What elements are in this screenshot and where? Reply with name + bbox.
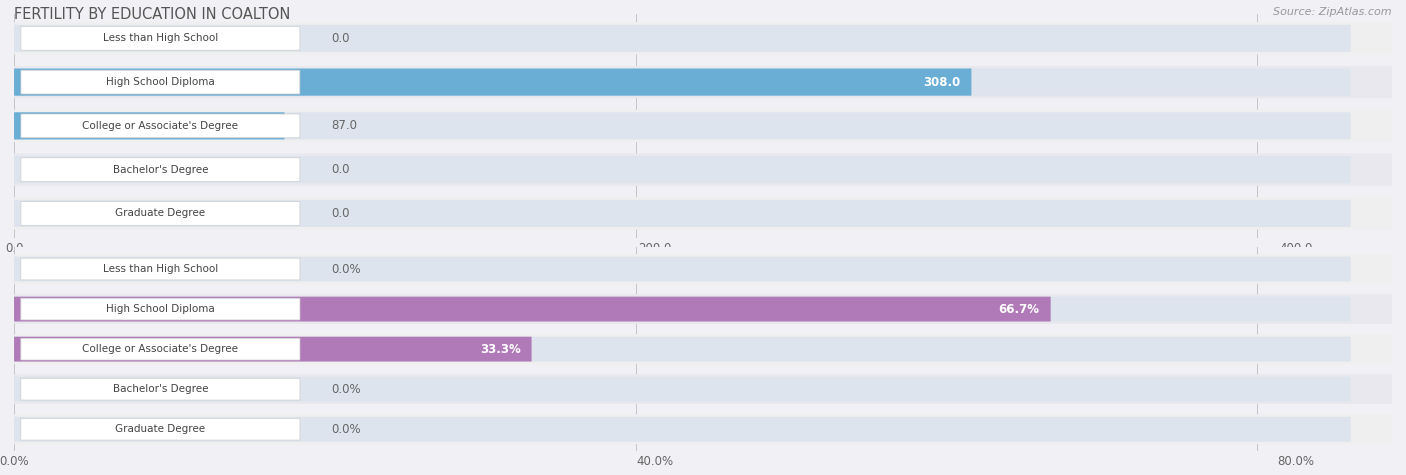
Text: 87.0: 87.0 (330, 119, 357, 133)
Text: Less than High School: Less than High School (103, 264, 218, 274)
FancyBboxPatch shape (21, 298, 299, 320)
FancyBboxPatch shape (14, 256, 1351, 282)
FancyBboxPatch shape (14, 254, 1392, 284)
FancyBboxPatch shape (14, 417, 1351, 442)
Text: 33.3%: 33.3% (479, 342, 520, 356)
Text: Less than High School: Less than High School (103, 33, 218, 43)
Text: 0.0: 0.0 (330, 207, 350, 220)
Text: Source: ZipAtlas.com: Source: ZipAtlas.com (1274, 7, 1392, 17)
FancyBboxPatch shape (21, 158, 299, 181)
Text: FERTILITY BY EDUCATION IN COALTON: FERTILITY BY EDUCATION IN COALTON (14, 7, 291, 22)
Text: 0.0%: 0.0% (330, 383, 360, 396)
Text: Graduate Degree: Graduate Degree (115, 209, 205, 218)
FancyBboxPatch shape (14, 68, 972, 95)
FancyBboxPatch shape (14, 377, 1351, 401)
FancyBboxPatch shape (14, 112, 1351, 140)
FancyBboxPatch shape (14, 297, 1351, 322)
FancyBboxPatch shape (14, 334, 1392, 364)
FancyBboxPatch shape (14, 200, 1351, 227)
FancyBboxPatch shape (14, 25, 1351, 52)
FancyBboxPatch shape (21, 418, 299, 440)
FancyBboxPatch shape (14, 294, 1392, 324)
Text: 0.0: 0.0 (330, 163, 350, 176)
Text: Bachelor's Degree: Bachelor's Degree (112, 384, 208, 394)
Text: Bachelor's Degree: Bachelor's Degree (112, 165, 208, 175)
FancyBboxPatch shape (14, 197, 1392, 229)
Text: College or Associate's Degree: College or Associate's Degree (83, 121, 239, 131)
FancyBboxPatch shape (21, 378, 299, 400)
Text: 308.0: 308.0 (924, 76, 960, 89)
Text: 0.0: 0.0 (330, 32, 350, 45)
FancyBboxPatch shape (14, 156, 1351, 183)
FancyBboxPatch shape (14, 112, 284, 140)
FancyBboxPatch shape (14, 297, 1050, 322)
FancyBboxPatch shape (21, 114, 299, 138)
Text: High School Diploma: High School Diploma (105, 304, 215, 314)
FancyBboxPatch shape (21, 27, 299, 50)
FancyBboxPatch shape (14, 337, 531, 361)
Text: College or Associate's Degree: College or Associate's Degree (83, 344, 239, 354)
FancyBboxPatch shape (21, 201, 299, 225)
FancyBboxPatch shape (14, 68, 1351, 95)
FancyBboxPatch shape (21, 70, 299, 94)
FancyBboxPatch shape (14, 414, 1392, 444)
FancyBboxPatch shape (14, 110, 1392, 142)
FancyBboxPatch shape (14, 66, 1392, 98)
Text: 0.0%: 0.0% (330, 263, 360, 275)
FancyBboxPatch shape (14, 374, 1392, 404)
Text: 0.0%: 0.0% (330, 423, 360, 436)
FancyBboxPatch shape (14, 22, 1392, 55)
FancyBboxPatch shape (14, 337, 1351, 361)
Text: High School Diploma: High School Diploma (105, 77, 215, 87)
FancyBboxPatch shape (14, 153, 1392, 186)
FancyBboxPatch shape (21, 338, 299, 360)
Text: 66.7%: 66.7% (998, 303, 1039, 315)
Text: Graduate Degree: Graduate Degree (115, 424, 205, 434)
FancyBboxPatch shape (21, 258, 299, 280)
